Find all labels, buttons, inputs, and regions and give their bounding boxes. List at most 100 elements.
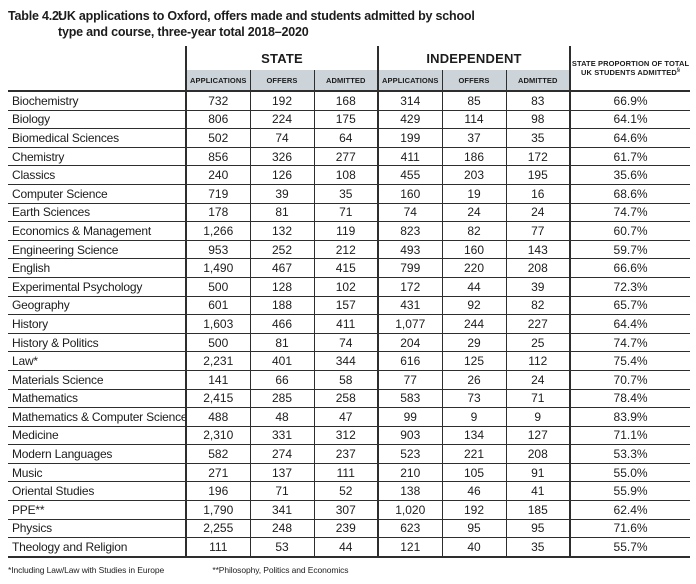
state-admitted-cell: 108: [313, 165, 378, 185]
independent-group-header: INDEPENDENT: [376, 46, 571, 70]
independent-admitted-cell: 35: [505, 537, 571, 558]
state-offers-cell: 467: [249, 258, 314, 278]
state-admitted-cell: 258: [313, 389, 378, 409]
course-name-cell: Experimental Psychology: [8, 277, 186, 297]
independent-admitted-cell: 16: [505, 184, 571, 204]
independent-admitted-cell: 71: [505, 389, 571, 409]
independent-applications-cell: 199: [377, 128, 442, 148]
table-header: STATE INDEPENDENT STATE PROPORTION OF TO…: [8, 46, 691, 92]
state-admitted-cell: 71: [313, 203, 378, 223]
state-offers-cell: 137: [249, 463, 314, 483]
independent-applications-cell: 314: [377, 91, 442, 111]
state-proportion-cell: 68.6%: [569, 184, 691, 204]
course-name-cell: Biomedical Sciences: [8, 128, 186, 148]
independent-applications-cell: 429: [377, 110, 442, 130]
state-admitted-cell: 277: [313, 147, 378, 167]
table-row: Modern Languages 582 274 237 523 221 208…: [8, 444, 691, 464]
state-applications-cell: 196: [185, 481, 250, 502]
state-offers-cell: 248: [249, 519, 314, 539]
proportion-header-line2: UK STUDENTS ADMITTED: [581, 68, 677, 77]
independent-applications-cell: 204: [377, 333, 442, 353]
independent-applications-header: APPLICATIONS: [377, 70, 442, 92]
independent-admitted-cell: 143: [505, 240, 571, 260]
state-offers-cell: 71: [249, 481, 314, 502]
independent-applications-cell: 616: [377, 351, 442, 371]
state-offers-cell: 192: [249, 91, 314, 111]
table-row: History 1,603 466 411 1,077 244 227 64.4…: [8, 314, 691, 334]
state-applications-cell: 1,266: [185, 221, 250, 241]
independent-offers-cell: 192: [441, 500, 506, 520]
state-admitted-cell: 411: [313, 314, 378, 334]
state-proportion-cell: 71.6%: [569, 519, 691, 539]
independent-admitted-cell: 82: [505, 296, 571, 316]
proportion-header-line1: STATE PROPORTION OF TOTAL: [571, 58, 690, 68]
state-offers-cell: 274: [249, 444, 314, 464]
independent-offers-cell: 95: [441, 519, 506, 539]
course-name-cell: Biology: [8, 110, 186, 130]
independent-admitted-cell: 91: [505, 463, 571, 483]
independent-offers-cell: 92: [441, 296, 506, 316]
state-proportion-cell: 75.4%: [569, 351, 691, 371]
table-number-label: Table 4.2:: [8, 9, 63, 23]
course-name-cell: Geography: [8, 296, 186, 316]
independent-applications-cell: 493: [377, 240, 442, 260]
independent-admitted-cell: 227: [505, 314, 571, 334]
independent-offers-cell: 186: [441, 147, 506, 167]
state-offers-cell: 48: [249, 407, 314, 427]
state-admitted-cell: 312: [313, 426, 378, 446]
course-name-cell: Medicine: [8, 426, 186, 446]
independent-offers-cell: 24: [441, 203, 506, 223]
independent-admitted-cell: 24: [505, 370, 571, 390]
course-name-cell: Oriental Studies: [8, 481, 186, 502]
table-row: Computer Science 719 39 35 160 19 16 68.…: [8, 184, 691, 204]
course-name-cell: Mathematics & Computer Science: [8, 407, 186, 427]
state-applications-cell: 488: [185, 407, 250, 427]
state-proportion-cell: 70.7%: [569, 370, 691, 390]
state-applications-cell: 601: [185, 296, 250, 316]
state-proportion-cell: 55.9%: [569, 481, 691, 502]
state-applications-cell: 2,310: [185, 426, 250, 446]
state-proportion-cell: 71.1%: [569, 426, 691, 446]
state-proportion-cell: 59.7%: [569, 240, 691, 260]
independent-admitted-cell: 41: [505, 481, 571, 502]
course-name-cell: PPE**: [8, 500, 186, 520]
state-proportion-cell: 64.1%: [569, 110, 691, 130]
independent-offers-cell: 29: [441, 333, 506, 353]
state-applications-cell: 240: [185, 165, 250, 185]
independent-offers-cell: 40: [441, 537, 506, 558]
course-name-cell: Biochemistry: [8, 91, 186, 111]
independent-offers-cell: 26: [441, 370, 506, 390]
course-name-cell: Economics & Management: [8, 221, 186, 241]
state-offers-cell: 341: [249, 500, 314, 520]
state-admitted-cell: 52: [313, 481, 378, 502]
table-row: Oriental Studies 196 71 52 138 46 41 55.…: [8, 481, 691, 502]
independent-admitted-cell: 83: [505, 91, 571, 111]
corner-cell: [8, 46, 186, 92]
state-offers-cell: 39: [249, 184, 314, 204]
course-name-cell: Music: [8, 463, 186, 483]
independent-offers-header: OFFERS: [441, 70, 506, 92]
state-applications-cell: 111: [185, 537, 250, 558]
table-row: Economics & Management 1,266 132 119 823…: [8, 221, 691, 241]
state-applications-cell: 856: [185, 147, 250, 167]
state-offers-cell: 74: [249, 128, 314, 148]
independent-offers-cell: 44: [441, 277, 506, 297]
table-row: Music 271 137 111 210 105 91 55.0%: [8, 463, 691, 483]
state-proportion-cell: 61.7%: [569, 147, 691, 167]
state-admitted-cell: 74: [313, 333, 378, 353]
state-applications-cell: 271: [185, 463, 250, 483]
footnote-law: *Including Law/Law with Studies in Europ…: [8, 565, 165, 575]
course-name-cell: Earth Sciences: [8, 203, 186, 223]
footnote-ppe: **Philosophy, Politics and Economics: [212, 565, 349, 575]
state-group-header: STATE: [185, 46, 378, 70]
independent-applications-cell: 431: [377, 296, 442, 316]
independent-admitted-cell: 25: [505, 333, 571, 353]
state-proportion-cell: 66.9%: [569, 91, 691, 111]
state-offers-cell: 188: [249, 296, 314, 316]
independent-applications-cell: 1,077: [377, 314, 442, 334]
independent-offers-cell: 85: [441, 91, 506, 111]
independent-applications-cell: 121: [377, 537, 442, 558]
table-row: Medicine 2,310 331 312 903 134 127 71.1%: [8, 426, 691, 446]
independent-applications-cell: 455: [377, 165, 442, 185]
independent-offers-cell: 160: [441, 240, 506, 260]
